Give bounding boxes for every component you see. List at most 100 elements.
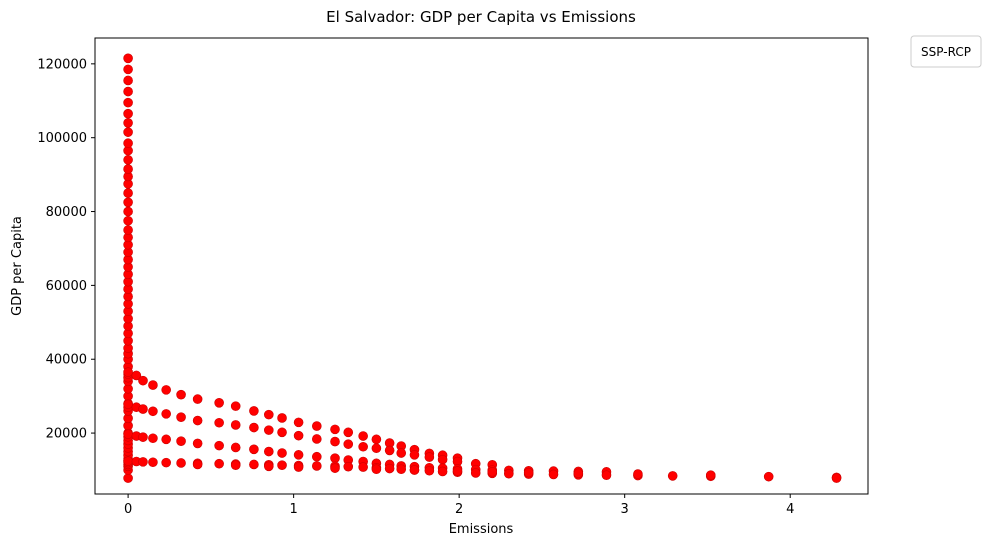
y-tick-label: 120000 — [37, 57, 87, 72]
data-point — [384, 445, 395, 456]
data-point — [437, 454, 448, 465]
data-point — [384, 463, 395, 474]
data-point — [176, 389, 186, 400]
legend: SSP-RCP — [910, 35, 982, 68]
y-axis-label: GDP per Capita — [10, 216, 25, 316]
data-point — [358, 441, 368, 452]
data-point — [123, 188, 133, 198]
x-axis: 0 1 2 3 4 — [124, 494, 794, 517]
data-point — [123, 75, 133, 86]
x-tick-label: 0 — [124, 502, 132, 517]
data-point — [138, 404, 148, 414]
data-point — [396, 464, 407, 475]
data-point — [123, 118, 133, 128]
data-point — [311, 461, 322, 471]
data-point — [192, 459, 203, 470]
data-point — [123, 86, 133, 97]
data-point — [705, 470, 716, 480]
data-point — [277, 427, 287, 438]
data-point — [263, 446, 274, 457]
data-point — [343, 461, 354, 472]
legend-box — [910, 35, 982, 68]
data-point — [249, 406, 259, 416]
data-point — [230, 442, 241, 453]
data-point — [176, 436, 186, 447]
data-point — [633, 469, 643, 479]
data-point — [358, 431, 368, 441]
data-point — [249, 422, 259, 433]
y-tick-label: 40000 — [46, 353, 87, 368]
data-point — [330, 453, 340, 463]
data-point — [293, 462, 304, 472]
data-point — [123, 97, 133, 108]
data-point — [214, 397, 224, 408]
data-point — [214, 440, 224, 451]
data-point — [371, 443, 382, 454]
data-point — [277, 448, 287, 458]
data-point — [123, 197, 133, 208]
data-point — [277, 413, 287, 423]
data-point — [161, 385, 171, 395]
data-point — [123, 127, 133, 137]
points-layer — [123, 53, 842, 483]
legend-title: SSP-RCP — [921, 45, 971, 59]
data-point — [176, 458, 186, 468]
x-axis-label: Emissions — [449, 522, 514, 537]
data-point — [214, 458, 224, 469]
data-point — [330, 424, 340, 435]
data-point — [409, 465, 420, 475]
data-point — [358, 462, 368, 472]
data-point — [487, 467, 498, 477]
x-tick-label: 4 — [786, 502, 794, 517]
data-point — [293, 430, 304, 441]
data-point — [138, 432, 148, 442]
x-tick-label: 1 — [289, 502, 297, 517]
data-point — [230, 460, 241, 471]
data-point — [138, 375, 148, 386]
data-point — [123, 456, 133, 466]
data-point — [409, 450, 420, 460]
data-point — [123, 399, 133, 410]
data-point — [249, 459, 259, 470]
data-point — [131, 370, 142, 381]
data-point — [371, 434, 382, 445]
data-point — [148, 380, 158, 390]
data-point — [311, 421, 322, 431]
data-point — [548, 469, 559, 480]
data-point — [123, 138, 133, 149]
data-point — [523, 467, 534, 478]
data-point — [123, 215, 133, 226]
data-point — [123, 473, 133, 483]
data-point — [148, 433, 158, 444]
data-point — [371, 464, 382, 475]
y-tick-label: 80000 — [46, 205, 87, 220]
data-point — [452, 466, 463, 476]
data-point — [573, 468, 584, 479]
data-point — [424, 465, 435, 476]
data-point — [263, 461, 274, 472]
data-point — [343, 439, 354, 449]
data-point — [214, 417, 224, 428]
data-point — [176, 412, 186, 423]
data-point — [831, 473, 842, 483]
data-point — [123, 53, 133, 64]
y-axis: 20000 40000 60000 80000 100000 120000 — [37, 57, 95, 442]
data-point — [763, 471, 774, 482]
y-tick-label: 20000 — [46, 427, 87, 442]
data-point — [161, 457, 171, 468]
data-point — [123, 206, 133, 217]
data-point — [504, 468, 514, 479]
data-point — [230, 401, 241, 411]
data-point — [161, 409, 171, 419]
data-point — [123, 155, 133, 165]
data-point — [192, 438, 203, 449]
data-point — [277, 460, 287, 471]
data-point — [343, 427, 354, 438]
data-point — [138, 457, 148, 467]
data-point — [667, 471, 678, 481]
data-point — [123, 64, 133, 75]
data-point — [230, 420, 241, 430]
data-point — [123, 429, 133, 439]
